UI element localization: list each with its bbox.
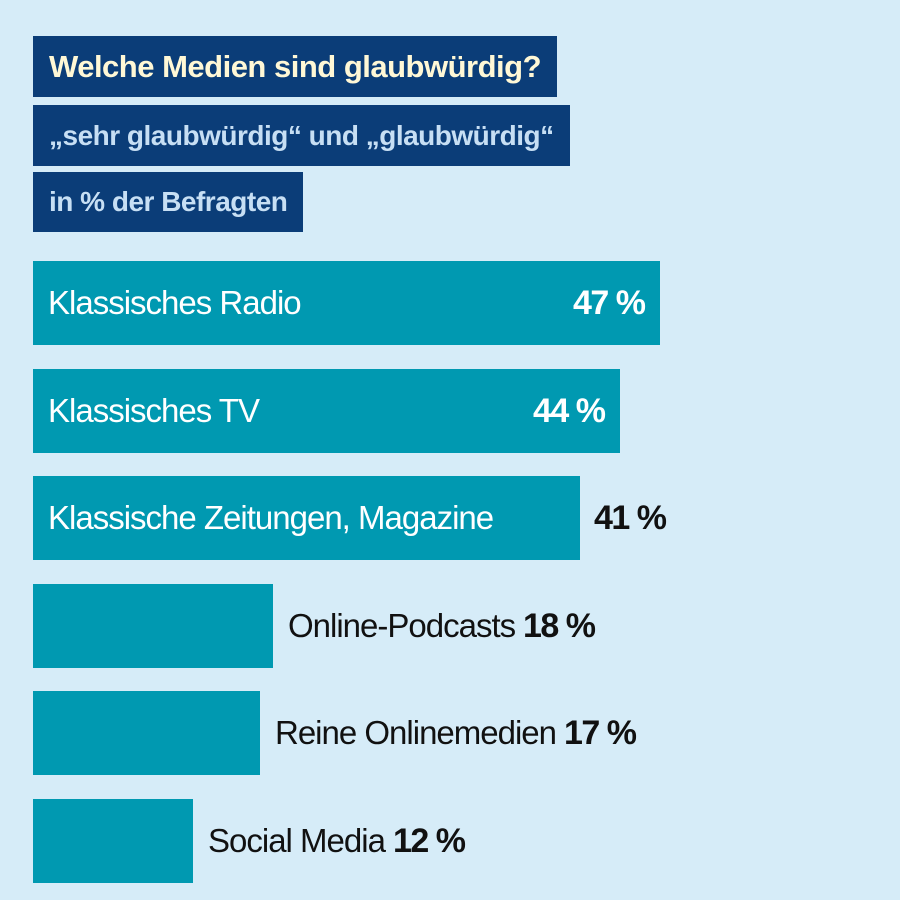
bar [33,369,620,453]
bar [33,476,580,560]
bar [33,261,660,345]
bar-label: Reine Onlinemedien [275,714,557,751]
bar [33,691,260,775]
bar-label: Klassisches TV [48,392,260,429]
bar-value-label: 41 % [594,499,667,537]
chart-subtitle: „sehr glaubwürdig“ und „glaubwürdig“ [33,105,570,166]
bar-value-label: 47 % [573,284,646,322]
bar-label: Social Media [208,822,386,859]
chart-unit-label: in % der Befragten [33,172,304,232]
bar-value-label: 44 % [533,392,606,430]
bar-value-label: 12 % [393,822,466,860]
bar-value-label: 18 % [523,607,596,645]
bar-label: Online-Podcasts [288,607,516,644]
bar-value-label: 17 % [564,714,637,752]
bar-label: Klassisches Radio [48,284,302,321]
bar-label: Klassische Zeitungen, Magazine [48,499,494,536]
chart-title: Welche Medien sind glaubwürdig? [33,36,558,97]
bar [33,799,193,883]
bar [33,584,273,668]
